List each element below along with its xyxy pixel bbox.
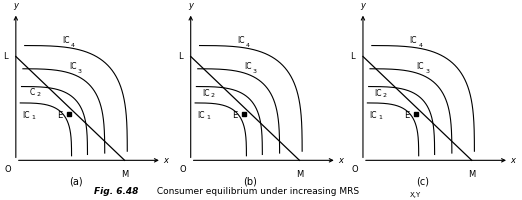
Text: 2: 2 — [383, 93, 387, 98]
Text: IC: IC — [202, 89, 209, 98]
Text: 1: 1 — [31, 115, 35, 120]
Text: 1: 1 — [378, 115, 382, 120]
Text: 4: 4 — [418, 43, 422, 48]
Text: E: E — [232, 111, 237, 120]
Text: O: O — [352, 165, 358, 174]
Text: y: y — [188, 1, 193, 10]
Text: X,Y: X,Y — [410, 192, 422, 198]
Text: IC: IC — [69, 62, 77, 71]
Text: y: y — [14, 1, 18, 10]
Text: L: L — [178, 52, 183, 61]
Text: E: E — [57, 111, 62, 120]
Text: x: x — [338, 156, 343, 165]
Text: (c): (c) — [416, 177, 429, 187]
Text: IC: IC — [374, 89, 382, 98]
Text: 2: 2 — [210, 93, 215, 98]
Text: Consumer equilibrium under increasing MRS: Consumer equilibrium under increasing MR… — [154, 188, 359, 196]
Text: M: M — [121, 170, 128, 179]
Text: x: x — [163, 156, 168, 165]
Text: 3: 3 — [78, 69, 82, 74]
Text: L: L — [3, 52, 8, 61]
Text: Fig. 6.48: Fig. 6.48 — [94, 188, 138, 196]
Text: L: L — [350, 52, 355, 61]
Text: x: x — [510, 156, 515, 165]
Text: IC: IC — [370, 111, 377, 120]
Text: (b): (b) — [243, 177, 257, 187]
Text: IC: IC — [244, 62, 252, 71]
Text: IC: IC — [238, 36, 245, 45]
Text: 4: 4 — [246, 43, 250, 48]
Text: IC: IC — [197, 111, 205, 120]
Text: O: O — [5, 165, 11, 174]
Text: 1: 1 — [206, 115, 210, 120]
Text: 4: 4 — [71, 43, 75, 48]
Text: IC: IC — [22, 111, 30, 120]
Text: E: E — [404, 111, 409, 120]
Text: O: O — [180, 165, 186, 174]
Text: IC: IC — [410, 36, 417, 45]
Text: IC: IC — [63, 36, 70, 45]
Text: M: M — [296, 170, 303, 179]
Text: 2: 2 — [37, 92, 40, 97]
Text: M: M — [468, 170, 476, 179]
Text: C: C — [30, 88, 35, 97]
Text: y: y — [361, 1, 365, 10]
Text: IC: IC — [417, 62, 424, 71]
Text: 3: 3 — [253, 69, 257, 74]
Text: 3: 3 — [425, 69, 429, 74]
Text: (a): (a) — [69, 177, 82, 187]
